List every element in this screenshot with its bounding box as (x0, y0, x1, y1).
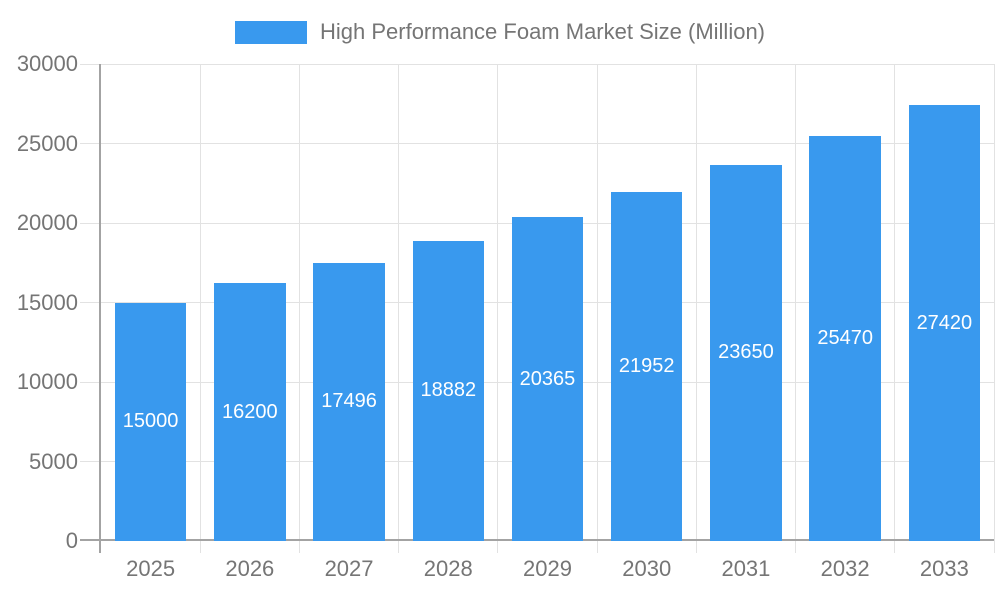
legend-label: High Performance Foam Market Size (Milli… (319, 19, 766, 44)
y-tick-label: 15000 (16, 289, 78, 315)
y-tick-label: 30000 (16, 51, 78, 76)
bar[interactable]: 21952 (611, 191, 683, 541)
bar[interactable]: 23650 (710, 164, 782, 541)
y-gridline (80, 143, 994, 144)
bar[interactable]: 25470 (809, 136, 881, 541)
bar-value-label: 15000 (122, 410, 179, 433)
legend-swatch (234, 20, 307, 44)
x-gridline (199, 64, 201, 553)
x-tick-label: 2028 (423, 556, 473, 581)
bar-value-label: 16200 (222, 400, 278, 423)
bar[interactable]: 17496 (313, 262, 385, 541)
bar-value-label: 25470 (817, 327, 873, 350)
bar-value-label: 21952 (618, 354, 675, 377)
bar-value-label: 23650 (718, 341, 774, 364)
y-tick-label: 0 (65, 528, 78, 553)
y-tick-label: 10000 (16, 369, 78, 394)
bar[interactable]: 16200 (214, 283, 286, 541)
y-tick-label: 5000 (29, 448, 78, 474)
x-gridline (298, 64, 300, 553)
x-gridline (398, 64, 400, 553)
bar-value-label: 17496 (321, 390, 377, 413)
bar-value-label: 18882 (420, 379, 477, 402)
y-axis-line (99, 64, 101, 553)
x-tick-label: 2033 (919, 556, 969, 581)
x-gridline (497, 64, 499, 553)
x-tick-label: 2027 (324, 556, 374, 581)
x-gridline (894, 64, 896, 553)
x-tick-label: 2026 (225, 556, 275, 581)
bar[interactable]: 15000 (114, 302, 187, 541)
bar-value-label: 27420 (916, 311, 973, 334)
bar-value-label: 20365 (519, 367, 576, 390)
plot-area: 15000 16200 17496 18882 20365 21952 23650 25470… (80, 63, 995, 553)
x-gridline (695, 64, 697, 553)
x-tick-label: 2025 (126, 556, 176, 581)
x-tick-label: 2031 (721, 556, 771, 581)
x-gridline (795, 64, 797, 553)
legend[interactable]: High Performance Foam Market Size (Milli… (0, 18, 1000, 46)
y-tick-label: 20000 (16, 210, 78, 235)
x-tick-label: 2030 (622, 556, 672, 581)
y-tick-label: 25000 (16, 130, 78, 156)
x-tick-label: 2032 (820, 556, 870, 581)
x-gridline (596, 64, 598, 553)
x-tick-label: 2029 (523, 556, 572, 581)
bar[interactable]: 20365 (511, 217, 584, 541)
x-gridline (993, 64, 995, 553)
bar[interactable]: 27420 (908, 105, 981, 541)
bar[interactable]: 18882 (412, 240, 484, 541)
y-gridline (80, 63, 994, 65)
